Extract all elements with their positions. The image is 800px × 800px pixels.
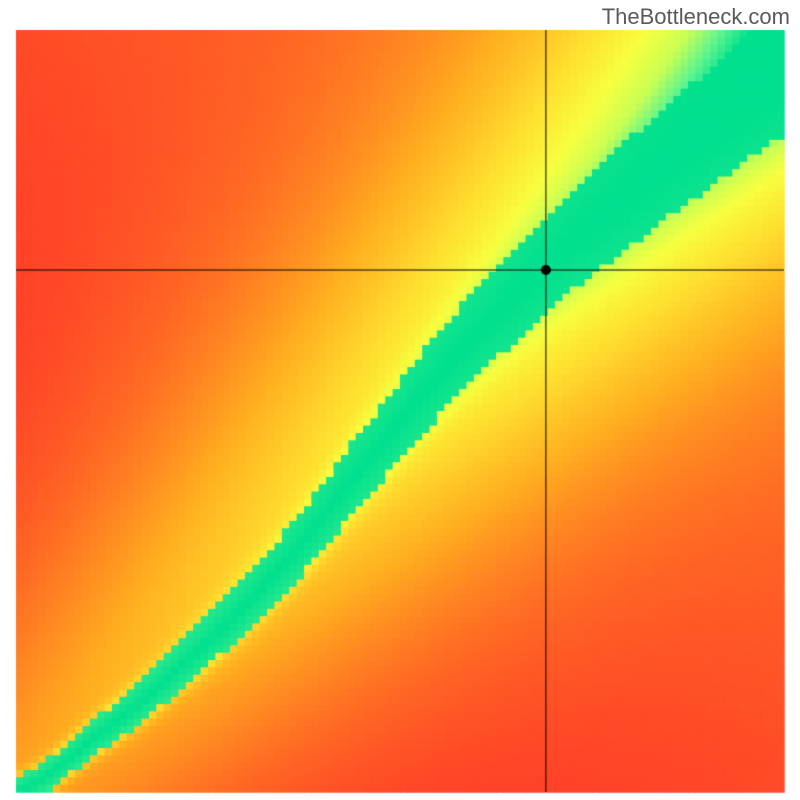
- chart-container: TheBottleneck.com: [0, 0, 800, 800]
- watermark-label: TheBottleneck.com: [602, 4, 790, 30]
- bottleneck-heatmap: [0, 0, 800, 800]
